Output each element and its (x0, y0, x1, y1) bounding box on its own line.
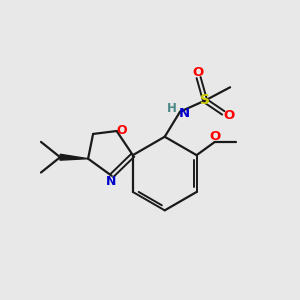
Text: O: O (117, 124, 127, 137)
Text: O: O (209, 130, 220, 143)
Text: N: N (106, 175, 116, 188)
Text: N: N (179, 107, 190, 120)
Text: H: H (167, 102, 177, 115)
Text: O: O (192, 66, 204, 79)
Polygon shape (60, 154, 88, 160)
Text: O: O (223, 109, 234, 122)
Text: S: S (200, 93, 210, 107)
